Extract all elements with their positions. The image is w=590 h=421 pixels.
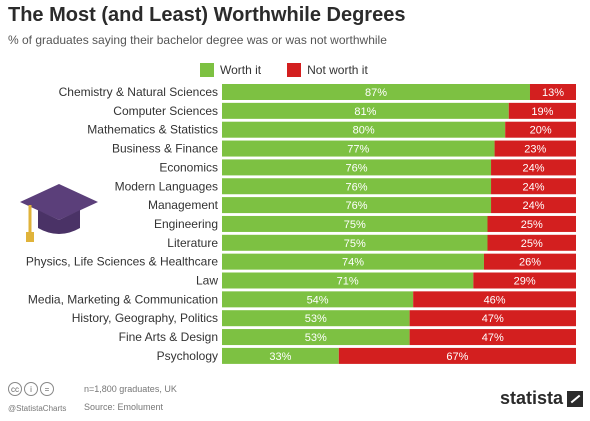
value-label-not-worth: 24% [523, 162, 545, 174]
value-label-worth: 53% [305, 332, 327, 344]
value-label-worth: 76% [346, 181, 368, 193]
value-label-not-worth: 23% [524, 144, 546, 156]
graduation-cap-icon [20, 184, 98, 242]
value-label-not-worth: 25% [521, 219, 543, 231]
value-label-not-worth: 24% [523, 200, 545, 212]
bar-not-worth [409, 310, 576, 327]
bar-worth [222, 178, 492, 195]
bar-not-worth [409, 329, 576, 346]
bar-not-worth [413, 291, 576, 308]
bar-worth [222, 310, 410, 327]
category-label: Modern Languages [115, 179, 218, 193]
value-label-not-worth: 24% [523, 181, 545, 193]
chart-subtitle: % of graduates saying their bachelor deg… [8, 33, 387, 47]
value-label-worth: 76% [346, 162, 368, 174]
chart-title: The Most (and Least) Worthwhile Degrees [8, 4, 406, 26]
value-label-worth: 76% [346, 200, 368, 212]
source-note: Source: Emolument [84, 402, 164, 412]
value-label-worth: 87% [365, 87, 387, 99]
value-label-not-worth: 26% [519, 257, 541, 269]
bar-not-worth [508, 102, 576, 119]
value-label-worth: 33% [269, 351, 291, 363]
value-label-not-worth: 13% [542, 87, 564, 99]
statista-wordmark: statista [499, 388, 563, 408]
legend-swatch-not-worth [287, 63, 302, 77]
value-label-worth: 75% [344, 238, 366, 250]
no-derivatives-icon: = [40, 382, 54, 396]
bar-worth [222, 329, 410, 346]
value-label-not-worth: 47% [482, 313, 504, 325]
bar-worth [222, 347, 339, 364]
bar-not-worth [487, 215, 576, 232]
bar-not-worth [491, 159, 576, 176]
bar-worth [222, 84, 530, 100]
bar-not-worth [338, 347, 576, 364]
category-label: Psychology [157, 349, 218, 363]
bar-not-worth [494, 140, 576, 157]
value-label-not-worth: 19% [531, 106, 553, 118]
value-label-worth: 81% [354, 106, 376, 118]
legend-swatch-worth [200, 63, 214, 77]
category-label: Computer Sciences [113, 104, 218, 118]
bar-not-worth [483, 253, 576, 270]
value-label-worth: 53% [305, 313, 327, 325]
bar-worth [222, 234, 488, 251]
category-label: History, Geography, Politics [72, 311, 218, 325]
bar-worth [222, 197, 492, 214]
cc-icon: cc [8, 382, 22, 396]
license-icons: cc i = [8, 382, 56, 396]
value-label-worth: 74% [342, 257, 364, 269]
value-label-not-worth: 47% [482, 332, 504, 344]
bar-not-worth [505, 121, 576, 138]
legend-label-worth: Worth it [220, 63, 262, 77]
bar-worth [222, 121, 506, 138]
category-label: Fine Arts & Design [119, 330, 218, 344]
value-label-worth: 75% [344, 219, 366, 231]
bar-worth [222, 291, 414, 308]
category-label: Management [148, 198, 219, 212]
sample-note: n=1,800 graduates, UK [84, 384, 177, 394]
bar-worth [222, 272, 474, 289]
category-label: Business & Finance [112, 142, 218, 156]
legend-item-worth: Worth it [200, 63, 261, 77]
statista-handle[interactable]: @StatistaCharts [8, 404, 67, 413]
value-label-not-worth: 29% [514, 276, 536, 288]
bar-worth [222, 215, 488, 232]
statista-mark-icon [567, 390, 583, 407]
category-label: Law [196, 274, 218, 288]
bar-not-worth [473, 272, 576, 289]
category-label: Media, Marketing & Communication [28, 292, 218, 306]
statista-logo[interactable]: statista [500, 388, 583, 409]
value-label-not-worth: 46% [484, 294, 506, 306]
bar-worth [222, 253, 484, 270]
category-label: Engineering [154, 217, 218, 231]
category-label: Physics, Life Sciences & Healthcare [26, 255, 218, 269]
legend: Worth it Not worth it [200, 61, 394, 79]
bar-worth [222, 140, 495, 157]
value-label-worth: 77% [347, 144, 369, 156]
legend-label-not-worth: Not worth it [307, 63, 368, 77]
value-label-not-worth: 67% [446, 351, 468, 363]
bar-not-worth [487, 234, 576, 251]
bar-not-worth [529, 84, 576, 100]
value-label-not-worth: 25% [521, 238, 543, 250]
bar-not-worth [491, 178, 576, 195]
category-label: Literature [167, 236, 218, 250]
legend-item-not-worth: Not worth it [287, 63, 368, 77]
bar-worth [222, 159, 492, 176]
footer: cc i = @StatistaCharts n=1,800 graduates… [8, 380, 583, 416]
attribution-icon: i [24, 382, 38, 396]
category-label: Mathematics & Statistics [87, 123, 218, 137]
value-label-worth: 80% [353, 125, 375, 137]
category-label: Economics [159, 160, 218, 174]
bar-worth [222, 102, 509, 119]
bar-not-worth [491, 197, 576, 214]
category-label: Chemistry & Natural Sciences [59, 85, 218, 99]
value-label-worth: 71% [337, 276, 359, 288]
value-label-not-worth: 20% [530, 125, 552, 137]
value-label-worth: 54% [307, 294, 329, 306]
